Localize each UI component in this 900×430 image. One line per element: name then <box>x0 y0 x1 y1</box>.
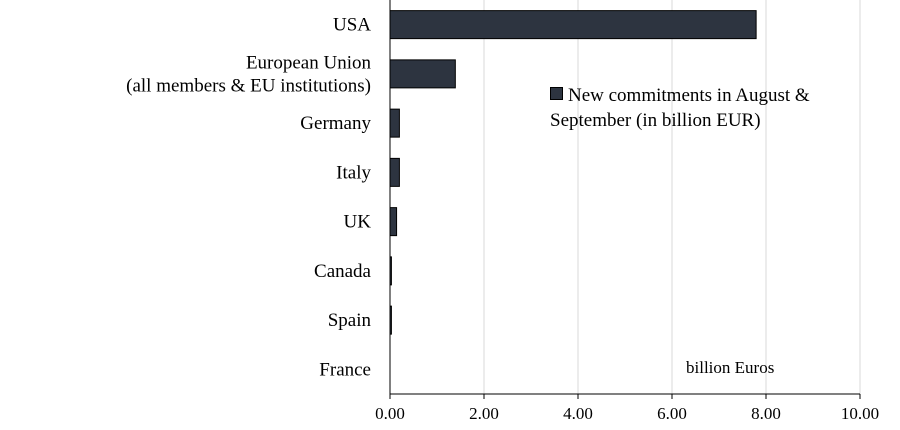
legend: New commitments in August & September (i… <box>550 83 810 133</box>
x-tick-label: 0.00 <box>375 404 405 423</box>
category-label: UK <box>344 212 372 233</box>
x-tick-label: 10.00 <box>841 404 879 423</box>
legend-entry-line1: New commitments in August & <box>550 83 810 108</box>
x-tick-label: 4.00 <box>563 404 593 423</box>
legend-label-line2: September (in billion EUR) <box>550 110 761 131</box>
bar-2 <box>389 108 400 138</box>
category-label: Spain <box>328 310 372 331</box>
category-label: France <box>319 359 371 380</box>
legend-swatch <box>550 87 563 100</box>
category-labels: USA European Union (all members & EU insti… <box>126 15 371 381</box>
x-tick-label: 6.00 <box>657 404 687 423</box>
bar-1 <box>389 59 456 89</box>
category-label: USA <box>333 15 371 36</box>
bar-3 <box>389 157 400 187</box>
bar-4 <box>389 207 398 237</box>
x-axis: 0.00 2.00 4.00 6.00 8.00 10.00 <box>375 0 879 423</box>
x-tick-label: 8.00 <box>751 404 781 423</box>
legend-label-line1: New commitments in August & <box>568 85 810 106</box>
unit-annotation: billion Euros <box>686 358 775 377</box>
bar-0 <box>389 10 757 40</box>
gridlines <box>483 0 861 394</box>
bar-series <box>389 10 757 335</box>
category-label: Italy <box>336 162 371 183</box>
category-label: Canada <box>314 261 372 282</box>
x-tick-label: 2.00 <box>469 404 499 423</box>
category-label: European Union (all members & EU institut… <box>126 52 371 96</box>
category-label: Germany <box>300 113 371 134</box>
